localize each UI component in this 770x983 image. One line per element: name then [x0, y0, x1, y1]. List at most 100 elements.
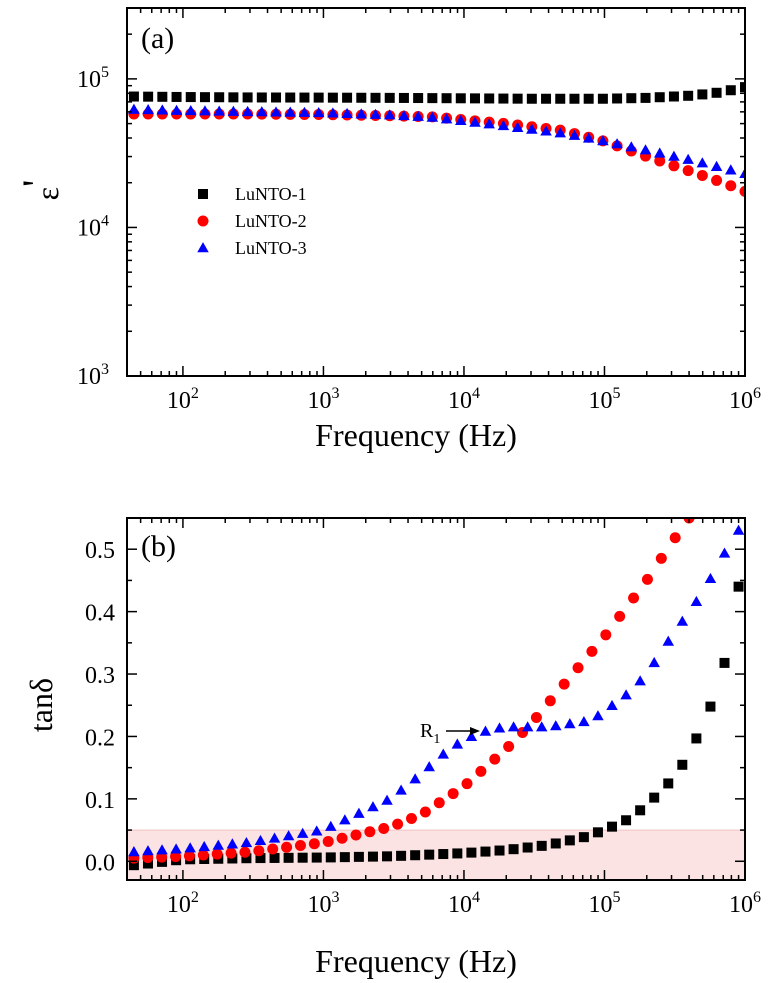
data-point — [267, 843, 279, 855]
data-point — [725, 164, 737, 175]
data-point — [691, 733, 702, 744]
data-point — [441, 93, 452, 104]
data-point — [597, 93, 608, 104]
data-point — [662, 635, 675, 646]
x-tick-label: 103 — [307, 889, 339, 918]
data-point — [185, 105, 197, 116]
data-point — [341, 107, 353, 118]
x-tick-mantissa: 10 — [307, 892, 331, 918]
data-point — [530, 711, 542, 723]
data-point — [669, 532, 681, 544]
data-point — [269, 852, 280, 863]
data-point — [607, 821, 618, 832]
data-point — [423, 761, 435, 772]
data-point — [412, 110, 424, 121]
x-tick-label: 102 — [167, 889, 199, 918]
data-layer — [128, 82, 745, 197]
panel-label: (a) — [141, 22, 174, 55]
data-point — [705, 701, 716, 712]
x-tick-exponent: 2 — [191, 889, 199, 906]
data-point — [465, 730, 478, 742]
data-point — [732, 524, 745, 535]
data-point — [640, 92, 651, 103]
data-point — [438, 849, 449, 860]
y-tick-label: 0.1 — [85, 788, 115, 814]
data-point — [719, 657, 730, 668]
data-point — [740, 82, 745, 93]
data-point — [564, 718, 576, 729]
legend-item: LuNTO-3 — [197, 238, 307, 258]
data-point — [227, 105, 240, 116]
data-point — [447, 788, 459, 800]
data-point — [213, 105, 225, 116]
x-tick-mantissa: 10 — [448, 388, 472, 414]
data-point — [461, 778, 473, 790]
data-point — [339, 814, 351, 825]
data-point — [142, 104, 154, 115]
data-point — [626, 93, 637, 104]
data-point — [569, 93, 580, 104]
data-point — [592, 827, 603, 838]
x-tick-mantissa: 10 — [588, 892, 612, 918]
data-point — [281, 841, 293, 853]
data-point — [653, 147, 666, 158]
y-tick-label: 0.0 — [85, 850, 115, 876]
data-point — [297, 852, 308, 863]
data-point — [606, 699, 618, 711]
legend-item: LuNTO-2 — [197, 211, 307, 231]
data-point — [325, 820, 337, 831]
data-point — [512, 93, 523, 104]
data-point — [690, 595, 703, 607]
data-point — [283, 852, 294, 863]
data-point — [654, 155, 666, 167]
y-tick-label: 104 — [77, 212, 109, 241]
x-tick-mantissa: 10 — [448, 892, 472, 918]
data-point — [170, 843, 182, 854]
data-point — [526, 93, 537, 104]
y-tick-label: 105 — [77, 64, 109, 93]
data-point — [327, 92, 338, 103]
data-point — [455, 114, 467, 125]
y-axis-prime: ' — [14, 180, 59, 187]
data-point — [711, 87, 722, 98]
data-point — [711, 174, 723, 186]
annotation-r1: R1 — [420, 720, 480, 747]
data-point — [493, 722, 506, 733]
data-point — [433, 797, 445, 809]
data-point — [128, 860, 139, 871]
data-point — [282, 830, 295, 841]
y-tick-mantissa: 10 — [77, 215, 101, 241]
data-point — [424, 849, 435, 860]
legend: LuNTO-1 LuNTO-2 LuNTO-3 — [197, 184, 307, 258]
legend-label: LuNTO-2 — [235, 211, 307, 231]
x-tick-label: 106 — [729, 385, 761, 414]
data-point — [255, 853, 266, 864]
data-point — [339, 852, 350, 863]
data-point — [353, 851, 364, 862]
y-tick-exponent: 5 — [101, 64, 109, 81]
data-point — [649, 792, 660, 803]
data-point — [469, 93, 480, 104]
y-tick-label: 0.2 — [85, 725, 115, 751]
data-point — [535, 721, 548, 732]
data-point — [611, 138, 623, 149]
data-point — [600, 629, 612, 641]
legend-label: LuNTO-3 — [235, 238, 307, 258]
data-point — [254, 834, 267, 846]
data-point — [564, 835, 575, 846]
series-LuNTO-3 — [128, 103, 745, 178]
data-point — [683, 90, 694, 101]
data-point — [409, 773, 421, 784]
legend-marker-square — [198, 189, 208, 199]
x-tick-exponent: 6 — [753, 889, 761, 906]
data-point — [614, 610, 626, 622]
data-point — [507, 721, 520, 732]
x-tick-exponent: 3 — [331, 385, 339, 402]
legend-marker-triangle — [197, 242, 209, 253]
data-point — [668, 91, 679, 102]
data-point — [353, 807, 365, 818]
data-point — [183, 850, 195, 862]
annotation-arrow-head — [470, 727, 480, 735]
data-point — [410, 850, 421, 861]
